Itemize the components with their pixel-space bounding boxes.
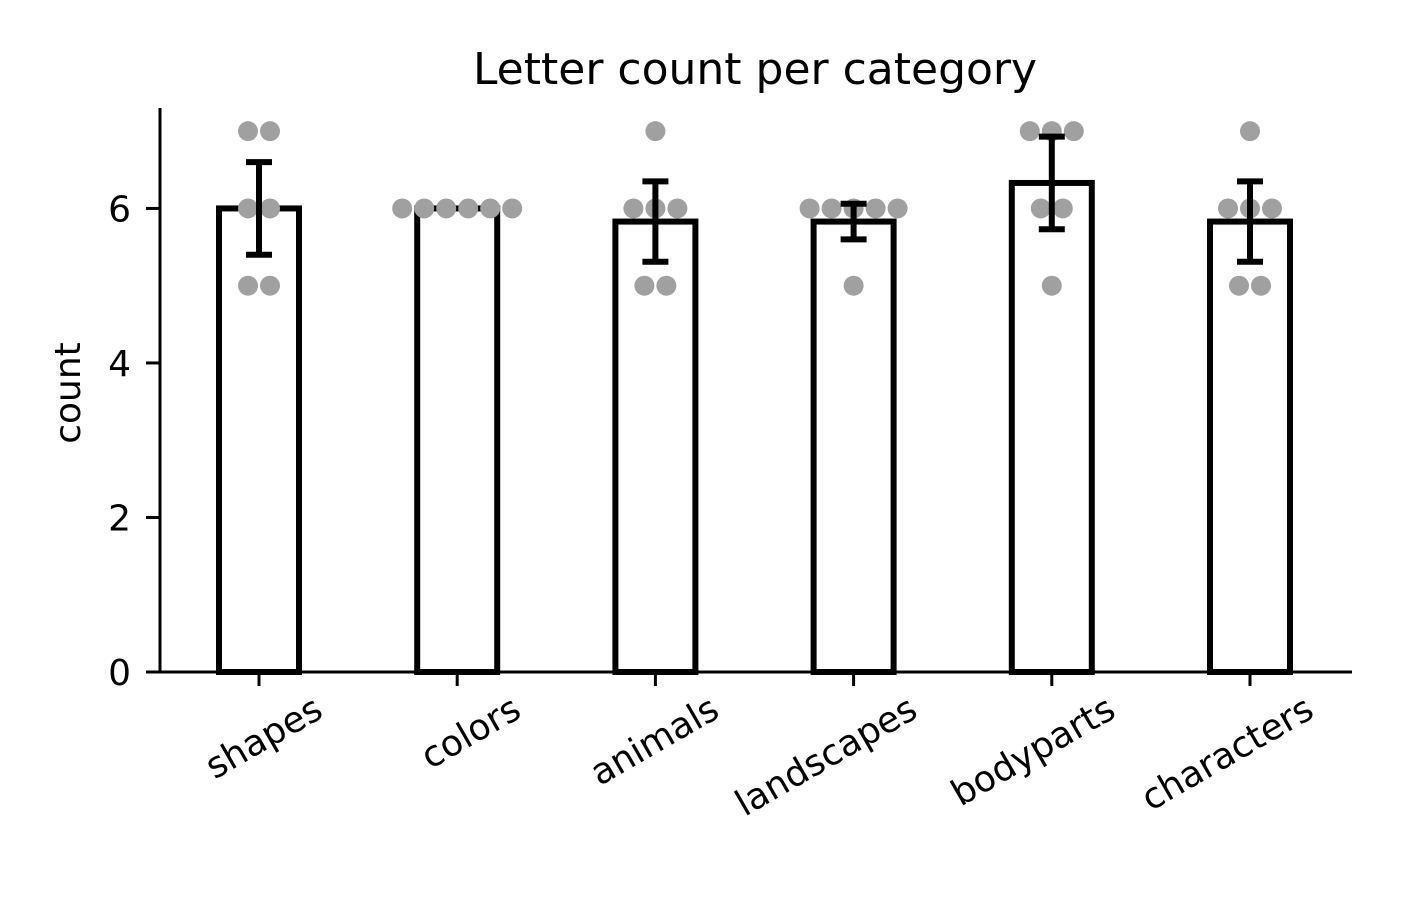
y-tick-label: 6: [108, 189, 131, 230]
data-point: [1229, 275, 1249, 296]
data-point: [238, 198, 258, 219]
bar-bodyparts: [1008, 179, 1095, 675]
y-axis-label: count: [48, 342, 89, 444]
data-point: [1240, 121, 1260, 142]
x-tick-label-landscapes: landscapes: [729, 688, 925, 825]
data-point: [1041, 275, 1062, 296]
data-point: [799, 198, 820, 219]
data-point: [1063, 121, 1084, 142]
data-point: [260, 198, 280, 219]
x-tick-label-colors: colors: [414, 688, 528, 777]
data-point: [1262, 198, 1282, 219]
data-point: [1218, 198, 1238, 219]
bar-characters: [1207, 218, 1293, 675]
x-tick-label-characters: characters: [1134, 688, 1320, 819]
data-point: [887, 198, 908, 219]
data-point: [1030, 198, 1051, 219]
chart-marks: 0 2 4 6 shapes colors animals landscapes bodypar…: [108, 121, 1321, 825]
data-point: [1019, 121, 1040, 142]
data-point: [260, 275, 280, 296]
data-point: [623, 198, 644, 219]
data-point: [458, 198, 479, 219]
data-point: [392, 198, 413, 219]
data-point: [436, 198, 457, 219]
x-tick-label-bodyparts: bodyparts: [945, 688, 1123, 814]
y-tick-label: 4: [108, 344, 131, 385]
data-point: [865, 198, 886, 219]
chart-title: Letter count per category: [473, 44, 1037, 95]
x-tick-label-animals: animals: [583, 688, 725, 794]
data-point: [260, 121, 280, 142]
y-tick-label: 2: [108, 498, 131, 539]
bar-shapes: [216, 205, 302, 675]
x-tick-label-shapes: shapes: [199, 688, 330, 787]
data-point: [634, 275, 655, 296]
data-point: [414, 198, 435, 219]
data-point: [1251, 275, 1271, 296]
data-point: [645, 121, 666, 142]
y-tick-label: 0: [108, 653, 131, 694]
data-point: [502, 198, 523, 219]
data-point: [1052, 198, 1073, 219]
bar-colors: [414, 205, 501, 675]
data-point: [238, 121, 258, 142]
bar-animals: [612, 218, 699, 675]
data-point: [843, 275, 864, 296]
data-point: [656, 275, 677, 296]
data-point: [480, 198, 501, 219]
data-point: [238, 275, 258, 296]
data-point: [821, 198, 842, 219]
data-point: [667, 198, 688, 219]
